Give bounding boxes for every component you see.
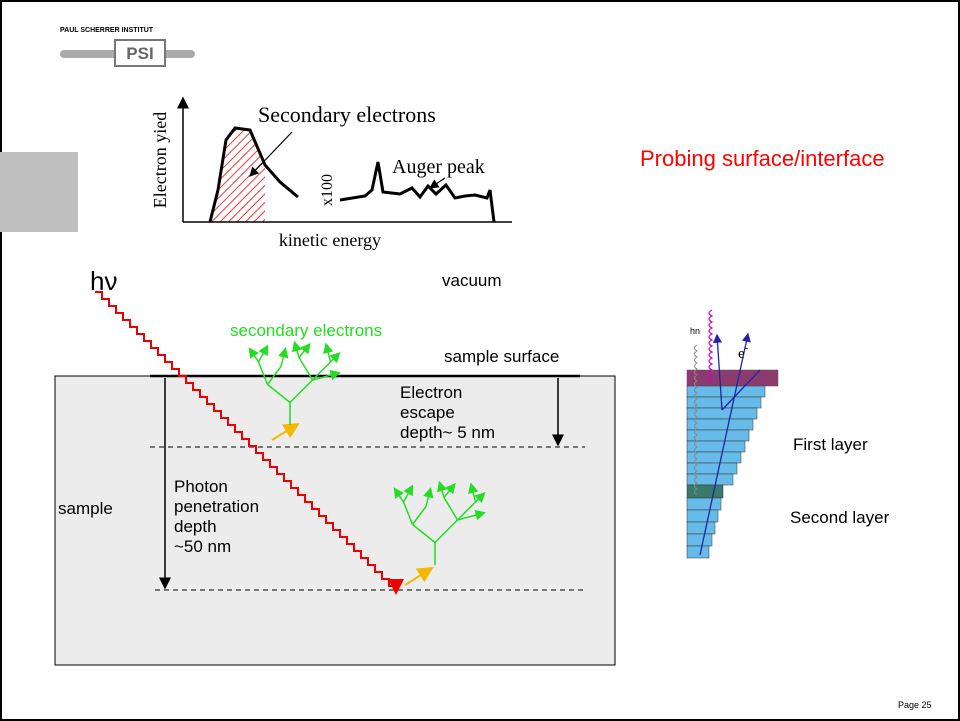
branch (298, 342, 311, 358)
electron-path (721, 369, 761, 411)
page-number: Page 25 (898, 700, 932, 710)
layer (686, 545, 710, 559)
layer (686, 533, 713, 547)
branch (412, 523, 436, 544)
secondary-electrons-label: secondary electrons (230, 321, 382, 340)
line: penetration (174, 497, 259, 516)
line: depth~ 5 nm (400, 423, 495, 442)
branch (456, 501, 477, 521)
photon-wave-gray (694, 344, 698, 496)
scale-label: x100 (319, 174, 336, 206)
line: depth (174, 517, 217, 536)
branch (443, 482, 456, 498)
first-layer-label: First layer (793, 435, 868, 454)
spectrum-curve (208, 126, 299, 223)
branch (443, 497, 459, 521)
auger-label: Auger peak (392, 156, 485, 178)
branch (329, 351, 341, 364)
branch (402, 501, 414, 525)
line: escape (400, 403, 455, 422)
branch (267, 383, 291, 404)
electron-label: e- (738, 342, 749, 362)
branch (292, 340, 303, 358)
layer (686, 473, 734, 486)
branch (437, 480, 448, 498)
branch (248, 347, 260, 363)
branch (393, 487, 405, 503)
layer (686, 385, 766, 398)
branch (423, 487, 434, 507)
surface-layer (686, 369, 779, 387)
charge: - (745, 342, 749, 354)
line: Photon (174, 477, 228, 496)
surface-label: sample surface (444, 347, 559, 366)
branch (411, 506, 427, 525)
electron-arrow (271, 422, 300, 441)
photon-wave (708, 309, 714, 383)
layer-stack (686, 369, 779, 559)
branch (434, 519, 459, 544)
sample-box (54, 375, 616, 666)
pointer (429, 177, 446, 189)
branch (402, 484, 414, 503)
x-axis-label: kinetic energy (279, 230, 381, 250)
photon-label: hν (90, 266, 117, 296)
branch (257, 361, 269, 385)
layer (686, 497, 722, 511)
branch (474, 491, 486, 504)
branch (312, 370, 341, 381)
electron-arrow (404, 566, 434, 586)
electron-path (699, 332, 751, 556)
branch (468, 482, 479, 503)
sample-label: sample (58, 499, 113, 518)
branch (257, 344, 269, 363)
branch (278, 347, 289, 367)
logo-mark: PSI (126, 44, 153, 63)
penetration-depth-label: Photon penetration depth ~50 nm (174, 477, 264, 556)
photon-ray (95, 291, 404, 595)
e: e (738, 346, 745, 362)
side-block (0, 152, 78, 232)
interface-layer (686, 484, 724, 499)
line: Electron (400, 383, 462, 402)
second-layer-label: Second layer (790, 508, 890, 527)
logo-text: PAUL SCHERRER INSTITUT (60, 27, 154, 34)
electron-cascade (248, 340, 486, 565)
escape-depth-label: Electron escape depth~ 5 nm (400, 383, 495, 442)
layer (686, 509, 719, 523)
vacuum-label: vacuum (442, 271, 502, 290)
branch (289, 379, 314, 404)
layer (686, 396, 762, 409)
secondary-area (210, 128, 265, 222)
auger-curve (339, 161, 496, 223)
branch (323, 342, 334, 363)
slide-title: Probing surface/interface (640, 146, 885, 171)
branch (266, 366, 282, 385)
y-axis-label: Electron yied (150, 112, 170, 208)
secondary-label: Secondary electrons (258, 102, 436, 127)
branch (298, 357, 314, 381)
pointer (249, 131, 293, 177)
logo-box (114, 39, 166, 67)
electron-path (712, 333, 723, 411)
branch (311, 361, 332, 381)
line: ~50 nm (174, 537, 231, 556)
photon-small-label: hn (690, 326, 700, 336)
layer (686, 521, 716, 535)
branch (457, 510, 486, 521)
